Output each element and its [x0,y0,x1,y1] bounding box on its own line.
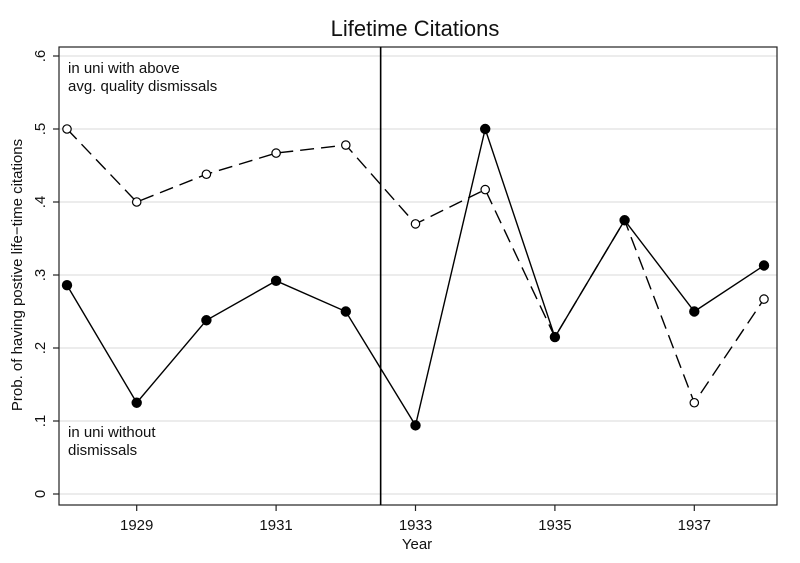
annotation-text: dismissals [68,442,137,459]
y-tick-label: 0 [32,490,49,498]
no-dismissals-data-point [619,215,630,226]
x-tick-label: 1937 [678,517,711,534]
y-tick-label: .6 [32,50,49,63]
dismissals-data-point [62,124,72,134]
no-dismissals-data-point [270,275,282,287]
x-tick-label: 1931 [259,517,292,534]
series-layer [61,123,770,431]
no-dismissals-data-point [480,123,491,135]
axis-layer: 0 .1 .2 .3 .4 .5 .6 1929 1931 1933 1935 1937 [32,50,711,534]
no-dismissals-data-point [340,306,351,317]
chart-title: Lifetime Citations [331,16,500,41]
no-dismissals-data-point [201,315,212,326]
plot-frame [58,46,778,506]
dismissals-data-point [131,197,142,207]
dismissals-data-point [480,184,490,195]
dismissals-data-point [410,219,421,229]
no-dismissals-data-point [131,397,142,408]
grid-layer [59,55,777,495]
dismissals-data-point [201,169,212,180]
annotation-text: avg. quality dismissals [68,78,217,95]
y-tick-label: .5 [32,123,49,136]
x-axis-title: Year [402,536,432,553]
y-tick-label: .2 [32,342,49,355]
dismissals-data-point [271,148,281,158]
no-dismissals-data-point [689,306,700,317]
x-tick-label: 1933 [399,517,432,534]
no-dismissals-data-point [61,280,73,291]
y-tick-label: .1 [32,415,49,428]
dismissals-data-point [759,294,769,304]
x-tick-label: 1929 [120,517,153,534]
y-tick-label: .3 [32,269,49,282]
no-dismissals-data-point [410,420,421,431]
annotation-text: in uni without [68,424,156,441]
y-tick-label: .4 [32,196,49,209]
no-dismissals-data-point [758,260,770,271]
dismissals-data-point [340,140,351,150]
no-dismissals-data-point [549,331,561,343]
x-tick-label: 1935 [538,517,571,534]
annotation-text: in uni with above [68,60,180,77]
no-dismissals-series-line [66,126,765,428]
y-axis-title: Prob. of having postive life−time citati… [9,139,26,411]
dismissals-data-point [689,397,700,408]
